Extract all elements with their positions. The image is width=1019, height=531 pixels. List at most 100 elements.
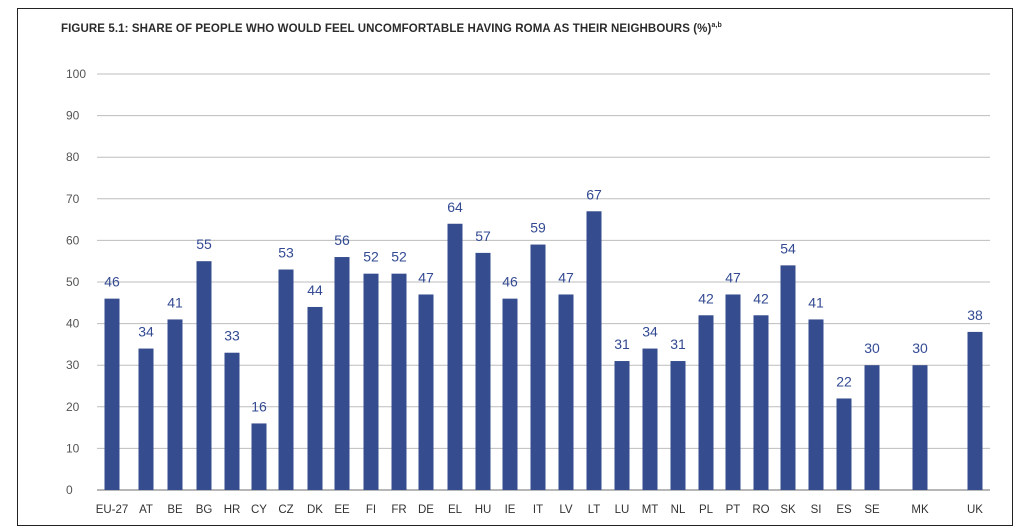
y-axis: 0 10 20 30 40 50 60 70 80 90 100 bbox=[66, 67, 86, 497]
y-tick-label-20: 20 bbox=[66, 400, 80, 414]
y-tick-label-50: 50 bbox=[66, 275, 80, 289]
data-label-ES: 22 bbox=[836, 373, 852, 389]
data-label-FI: 52 bbox=[363, 249, 379, 265]
data-label-EE: 56 bbox=[334, 232, 350, 248]
bar-EE bbox=[334, 257, 350, 490]
x-tick-label-RO: RO bbox=[752, 504, 769, 516]
x-tick-label-DK: DK bbox=[307, 504, 323, 516]
bar-LU bbox=[614, 361, 630, 490]
data-label-RO: 42 bbox=[753, 290, 769, 306]
bar-CZ bbox=[278, 269, 294, 490]
data-label-DE: 47 bbox=[418, 269, 434, 285]
y-tick-label-80: 80 bbox=[66, 150, 80, 164]
bar-HR bbox=[224, 352, 240, 490]
x-tick-label-EE: EE bbox=[334, 504, 350, 516]
bar-FR bbox=[391, 273, 407, 490]
data-label-UK: 38 bbox=[967, 307, 983, 323]
data-label-BE: 41 bbox=[167, 294, 183, 310]
x-tick-label-MK: MK bbox=[911, 504, 929, 516]
bar-SE bbox=[864, 365, 880, 490]
x-tick-label-NL: NL bbox=[671, 504, 686, 516]
x-tick-label-UK: UK bbox=[967, 504, 983, 516]
y-tick-label-10: 10 bbox=[66, 441, 80, 455]
x-tick-label-CZ: CZ bbox=[278, 504, 293, 516]
bar-NL bbox=[670, 361, 686, 490]
x-tick-label-LU: LU bbox=[615, 504, 630, 516]
x-tick-label-LV: LV bbox=[559, 504, 573, 516]
bar-HU bbox=[475, 252, 491, 490]
data-label-HU: 57 bbox=[475, 228, 491, 244]
x-tick-label-CY: CY bbox=[251, 504, 267, 516]
x-tick-label-SK: SK bbox=[780, 504, 796, 516]
data-label-HR: 33 bbox=[224, 328, 240, 344]
x-tick-label-EL: EL bbox=[448, 504, 463, 516]
x-tick-label-PT: PT bbox=[726, 504, 741, 516]
y-tick-label-70: 70 bbox=[66, 192, 80, 206]
bar-SI bbox=[808, 319, 824, 490]
data-label-BG: 55 bbox=[196, 236, 212, 252]
data-label-MT: 34 bbox=[642, 324, 658, 340]
x-tick-label-IE: IE bbox=[505, 504, 516, 516]
data-label-FR: 52 bbox=[391, 249, 407, 265]
data-label-MK: 30 bbox=[912, 340, 928, 356]
x-tick-label-FI: FI bbox=[366, 504, 376, 516]
data-labels: 46 34 41 55 33 16 53 44 56 52 52 47 64 57 46 59 47 67 31 34… bbox=[104, 186, 983, 414]
bar-DE bbox=[418, 294, 434, 490]
x-tick-label-BE: BE bbox=[167, 504, 183, 516]
bar-MT bbox=[642, 348, 658, 490]
data-label-CY: 16 bbox=[251, 398, 267, 414]
y-tick-label-40: 40 bbox=[66, 317, 80, 331]
x-tick-label-PL: PL bbox=[699, 504, 714, 516]
bar-BG bbox=[196, 261, 212, 490]
chart-title: FIGURE 5.1: SHARE OF PEOPLE WHO WOULD FE… bbox=[61, 22, 722, 35]
x-axis: EU-27 AT BE BG HR CY CZ DK EE FI FR DE EL HU IE IT LV LT L… bbox=[96, 504, 984, 516]
x-tick-label-EU-27: EU-27 bbox=[96, 504, 129, 516]
bar-LV bbox=[558, 294, 574, 490]
bar-MK bbox=[912, 365, 928, 490]
data-label-IT: 59 bbox=[530, 220, 546, 236]
bar-CY bbox=[251, 423, 267, 490]
data-label-LV: 47 bbox=[558, 269, 574, 285]
bar-RO bbox=[753, 315, 769, 490]
y-tick-label-60: 60 bbox=[66, 233, 80, 247]
data-label-DK: 44 bbox=[307, 282, 323, 298]
data-label-NL: 31 bbox=[670, 336, 686, 352]
data-label-SI: 41 bbox=[808, 294, 824, 310]
bar-IE bbox=[502, 298, 518, 490]
data-label-LT: 67 bbox=[586, 186, 602, 202]
data-label-PL: 42 bbox=[698, 290, 714, 306]
x-tick-label-ES: ES bbox=[836, 504, 852, 516]
data-label-SE: 30 bbox=[864, 340, 880, 356]
bar-PT bbox=[725, 294, 741, 490]
x-tick-label-AT: AT bbox=[139, 504, 153, 516]
bar-ES bbox=[836, 398, 852, 490]
bar-PL bbox=[698, 315, 714, 490]
y-tick-label-100: 100 bbox=[66, 67, 86, 81]
bar-EL bbox=[447, 223, 463, 490]
x-tick-label-MT: MT bbox=[642, 504, 659, 516]
bar-BE bbox=[167, 319, 183, 490]
data-label-IE: 46 bbox=[502, 274, 518, 290]
chart-title-text: FIGURE 5.1: SHARE OF PEOPLE WHO WOULD FE… bbox=[61, 22, 712, 35]
bar-UK bbox=[967, 331, 983, 490]
y-tick-label-0: 0 bbox=[66, 483, 73, 497]
x-tick-label-IT: IT bbox=[533, 504, 543, 516]
bars bbox=[104, 211, 983, 490]
bar-AT bbox=[138, 348, 154, 490]
x-tick-label-SE: SE bbox=[864, 504, 880, 516]
x-tick-label-HR: HR bbox=[224, 504, 241, 516]
data-label-LU: 31 bbox=[614, 336, 630, 352]
bar-EU-27 bbox=[104, 298, 120, 490]
y-tick-label-30: 30 bbox=[66, 358, 80, 372]
x-tick-label-DE: DE bbox=[418, 504, 434, 516]
y-tick-label-90: 90 bbox=[66, 109, 80, 123]
x-tick-label-HU: HU bbox=[475, 504, 492, 516]
x-tick-label-FR: FR bbox=[391, 504, 406, 516]
chart-title-footnote-marker: a,b bbox=[711, 22, 722, 29]
bar-IT bbox=[530, 244, 546, 490]
data-label-PT: 47 bbox=[725, 269, 741, 285]
x-tick-label-SI: SI bbox=[811, 504, 822, 516]
x-tick-label-LT: LT bbox=[588, 504, 601, 516]
data-label-EU-27: 46 bbox=[104, 274, 120, 290]
